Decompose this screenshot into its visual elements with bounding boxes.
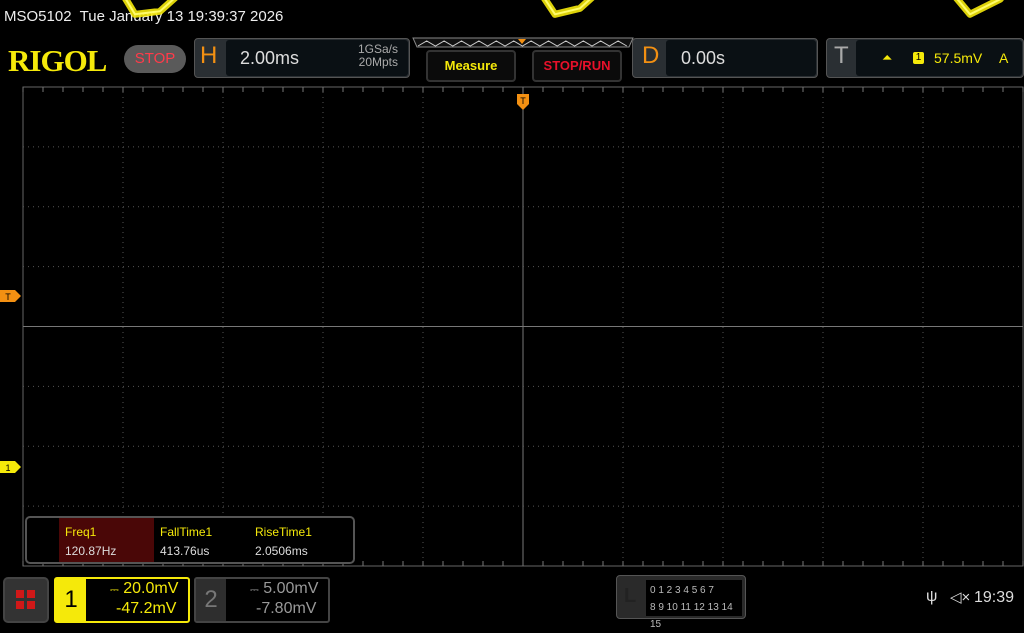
usb-icon: ψ — [926, 588, 938, 605]
measurement-value: 120.87Hz — [65, 544, 117, 558]
measure-button[interactable]: Measure — [426, 50, 516, 82]
speaker-muted-icon[interactable]: ◁× — [950, 589, 971, 606]
memory-depth: 20Mpts — [358, 55, 398, 69]
trigger-position-icon — [518, 39, 526, 44]
measurement-risetime[interactable]: RiseTime1 2.0506ms — [249, 518, 344, 562]
timebase-value: 2.00ms — [240, 48, 300, 68]
measurement-value: 2.0506ms — [255, 544, 308, 558]
channel-2-scale: ⎓ 5.00mV — [250, 580, 318, 598]
svg-text:T: T — [5, 292, 11, 302]
main-menu-button[interactable] — [3, 577, 49, 623]
svg-text:1: 1 — [5, 463, 10, 473]
trigger-position-marker: T — [517, 94, 529, 110]
channel-1-scale-value: 20.0mV — [123, 580, 179, 597]
logic-label: L — [624, 585, 637, 607]
measurement-panel: Freq1 120.87Hz FallTime1 413.76us RiseTime… — [25, 516, 355, 564]
rigol-logo: RIGOL — [8, 43, 107, 78]
delay-value: 0.00s — [681, 48, 726, 68]
measurement-label: RiseTime1 — [255, 525, 312, 539]
horizontal-label: H — [200, 42, 218, 69]
rising-edge-icon: ⏶ — [882, 50, 893, 65]
channel-2-number: 2 — [196, 579, 226, 621]
delay-inner — [666, 40, 816, 76]
channel-1-scale: ⎓ 20.0mV — [110, 580, 178, 598]
logic-row-1: 0 1 2 3 4 5 6 7 — [650, 585, 714, 596]
channel-2-offset: -7.80mV — [256, 600, 317, 617]
channel-2-scale-value: 5.00mV — [263, 580, 319, 597]
sample-info: 1GSa/s 20Mpts — [330, 43, 398, 69]
grid-menu-icon — [16, 590, 35, 609]
sample-rate: 1GSa/s — [357, 42, 398, 56]
measurement-label: FallTime1 — [160, 525, 213, 539]
model-name: MSO5102 — [4, 8, 72, 25]
svg-text:T: T — [520, 96, 526, 106]
measurement-label: Freq1 — [65, 525, 97, 539]
datetime: Tue January 13 19:39:37 2026 — [79, 8, 284, 25]
horizontal-inner — [226, 40, 408, 76]
trigger-mode: A — [999, 50, 1009, 66]
channel-1-number: 1 — [56, 579, 86, 621]
measurement-value: 413.76us — [160, 544, 210, 558]
overview-wave — [417, 40, 628, 47]
graticule-border — [22, 86, 1024, 567]
measurement-freq[interactable]: Freq1 120.87Hz — [59, 518, 154, 562]
logic-channels: 0 1 2 3 4 5 6 7 8 9 10 11 12 13 14 15 — [646, 580, 742, 630]
trigger-inner — [856, 40, 1022, 76]
run-state-badge[interactable]: STOP — [124, 45, 186, 73]
graticule — [22, 86, 1024, 567]
waveform-overview[interactable] — [412, 37, 634, 49]
trigger-label: T — [834, 42, 849, 69]
status-title: MSO5102 Tue January 13 19:39:37 2026 — [4, 8, 283, 25]
trigger-source: 1 — [913, 52, 924, 64]
logic-row-2: 8 9 10 11 12 13 14 15 — [650, 602, 733, 630]
ch1-ground-marker: 1 — [0, 461, 21, 473]
dc-coupling-icon: ⎓ — [250, 584, 259, 596]
stop-run-button[interactable]: STOP/RUN — [532, 50, 622, 82]
measurement-falltime[interactable]: FallTime1 413.76us — [154, 518, 249, 562]
trigger-level-marker: T — [0, 290, 21, 302]
dc-coupling-icon: ⎓ — [110, 584, 119, 596]
delay-label: D — [642, 42, 660, 69]
trigger-level: 57.5mV — [934, 50, 983, 66]
system-clock: 19:39 — [974, 589, 1015, 606]
channel-1-offset: -47.2mV — [116, 600, 177, 617]
